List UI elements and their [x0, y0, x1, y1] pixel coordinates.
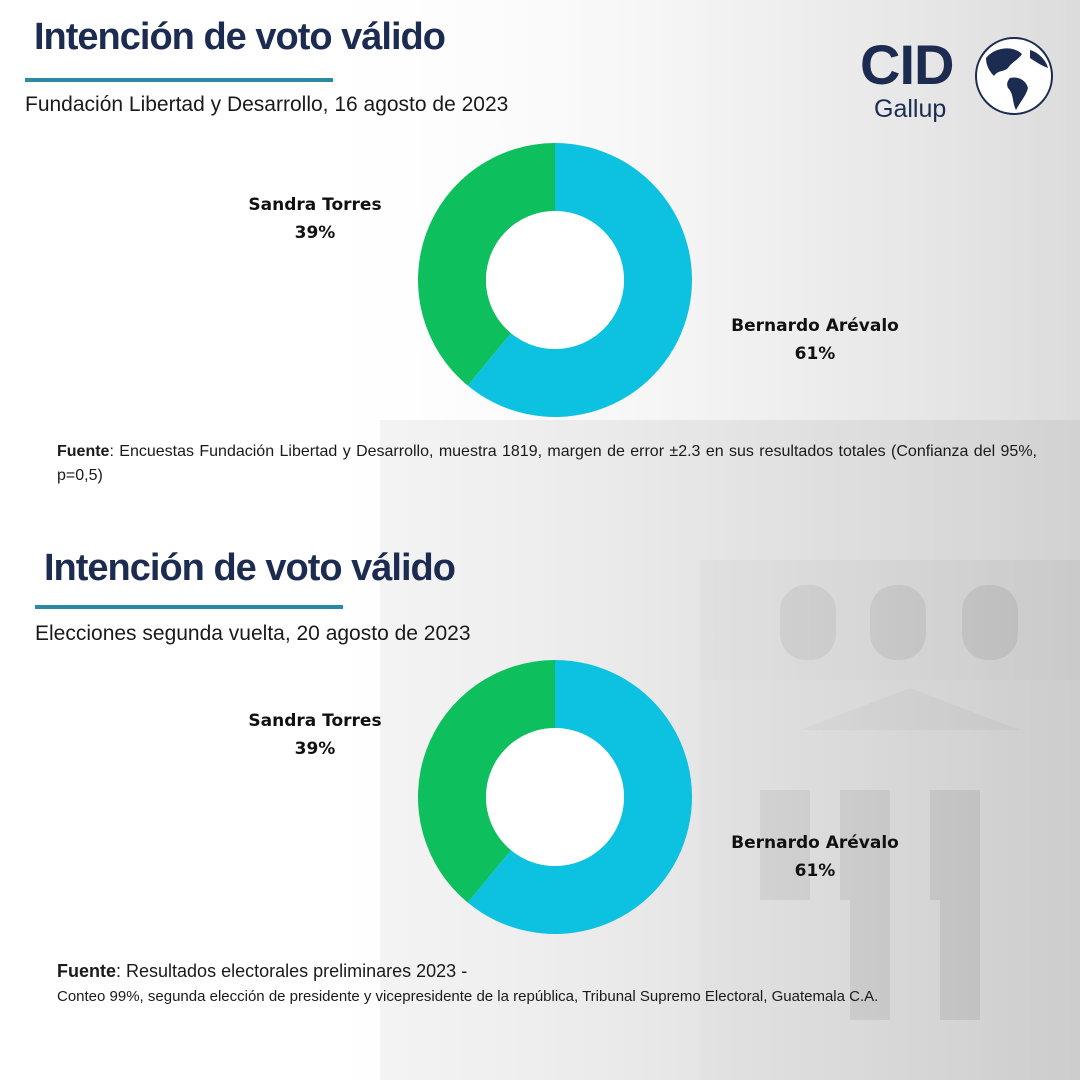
panel-2-source-label: Fuente	[57, 961, 117, 981]
panel-1-label-sandra: Sandra Torres 39%	[230, 191, 400, 247]
panel-1-source-label: Fuente	[57, 443, 110, 460]
panel-1-source: Fuente: Encuestas Fundación Libertad y D…	[57, 440, 1037, 488]
donut-chart-1	[418, 143, 692, 417]
donut-slice-sandra-torres	[418, 143, 555, 386]
panel-2-source-text: : Resultados electorales preliminares 20…	[116, 961, 468, 981]
panel-2-label-sandra-pct: 39%	[294, 739, 336, 759]
donut-slice-bernardo-ar-valo	[467, 660, 692, 934]
logo-gallup-text: Gallup	[874, 95, 947, 123]
panel-1-title-rule	[25, 78, 333, 82]
panel-2-source: Fuente: Resultados electorales prelimina…	[57, 958, 1057, 1010]
logo-cid-text: CID	[860, 33, 954, 96]
panel-1-label-sandra-pct: 39%	[294, 223, 336, 243]
panel-2-label-sandra-name: Sandra Torres	[248, 711, 382, 731]
panel-1-label-arevalo-pct: 61%	[794, 344, 836, 364]
panel-1-label-sandra-name: Sandra Torres	[248, 195, 382, 215]
panel-2-source-text-2: Conteo 99%, segunda elección de presiden…	[57, 988, 879, 1005]
panel-2-title-rule	[35, 605, 343, 609]
panel-1-source-text: : Encuestas Fundación Libertad y Desarro…	[57, 443, 1037, 484]
donut-hole	[486, 211, 624, 349]
panel-1-title: Intención de voto válido	[34, 16, 446, 58]
panel-2-label-arevalo: Bernardo Arévalo 61%	[705, 829, 925, 885]
panel-1-label-arevalo-name: Bernardo Arévalo	[731, 316, 899, 336]
panel-2-label-arevalo-name: Bernardo Arévalo	[731, 833, 899, 853]
panel-2-label-arevalo-pct: 61%	[794, 861, 836, 881]
cid-gallup-logo: CID Gallup	[860, 34, 1055, 130]
panel-1-subtitle: Fundación Libertad y Desarrollo, 16 agos…	[25, 93, 509, 116]
panel-1-label-arevalo: Bernardo Arévalo 61%	[705, 312, 925, 368]
donut-slice-sandra-torres	[418, 660, 555, 903]
panel-2-subtitle: Elecciones segunda vuelta, 20 agosto de …	[35, 622, 471, 645]
panel-2-label-sandra: Sandra Torres 39%	[230, 707, 400, 763]
donut-slice-bernardo-ar-valo	[467, 143, 692, 417]
donut-hole	[486, 728, 624, 866]
panel-2-title: Intención de voto válido	[44, 547, 456, 589]
donut-chart-2	[418, 660, 692, 934]
globe-icon	[975, 37, 1053, 115]
